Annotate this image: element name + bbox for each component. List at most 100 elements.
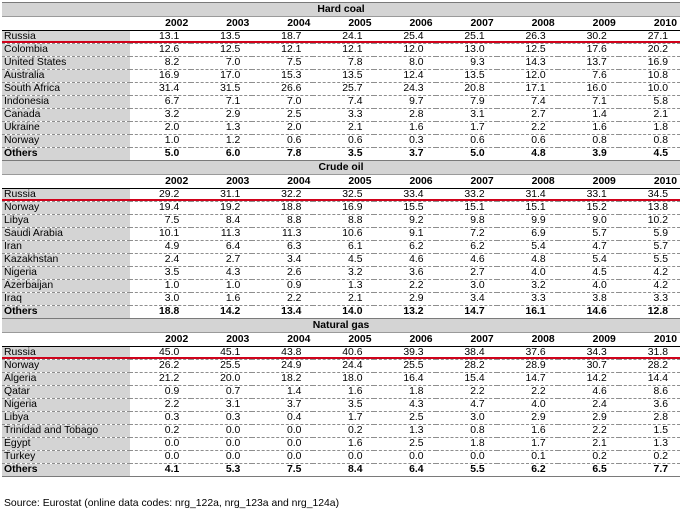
value-cell: 0.6 (313, 134, 375, 148)
value-cell: 29.2 (130, 188, 192, 202)
value-cell: 12.0 (496, 69, 558, 83)
value-cell: 3.5 (313, 147, 375, 161)
country-cell: Iran (2, 240, 131, 254)
value-cell: 5.0 (435, 147, 497, 161)
value-cell: 0.8 (557, 134, 619, 148)
country-cell: Russia (2, 30, 131, 44)
value-cell: 1.6 (313, 385, 375, 399)
value-cell: 10.0 (618, 82, 680, 96)
value-cell: 32.5 (313, 188, 375, 202)
value-cell: 0.7 (191, 385, 253, 399)
value-cell: 6.2 (435, 240, 497, 254)
value-cell: 3.6 (374, 266, 436, 280)
value-cell: 12.1 (252, 43, 314, 57)
value-cell: 1.7 (313, 411, 375, 425)
value-cell: 0.6 (252, 134, 314, 148)
value-cell: 3.4 (252, 253, 314, 267)
value-cell: 14.2 (191, 305, 253, 319)
table-row: Norway 19.4 19.2 18.8 16.9 15.5 15.1 15.1 15.2 13… (2, 201, 680, 215)
value-cell: 11.3 (191, 227, 253, 241)
value-cell: 0.4 (252, 411, 314, 425)
country-cell: South Africa (2, 82, 131, 96)
value-cell: 6.3 (252, 240, 314, 254)
value-cell: 3.0 (435, 279, 497, 293)
value-cell: 8.2 (130, 56, 192, 70)
value-cell: 9.2 (374, 214, 436, 228)
value-cell: 19.4 (130, 201, 192, 215)
value-cell: 10.6 (313, 227, 375, 241)
table-row: Iraq 3.0 1.6 2.2 2.1 2.9 3.4 3.3 3.8 3.3 (2, 292, 680, 306)
year-header-row: 2002 2003 2004 2005 2006 2007 2008 2009 2010 (2, 16, 680, 31)
year-header: 2004 (252, 332, 314, 347)
table-row: Australia 16.9 17.0 15.3 13.5 12.4 13.5 12.0 7.6… (2, 69, 680, 83)
value-cell: 2.1 (313, 121, 375, 135)
value-cell: 2.5 (374, 437, 436, 451)
value-cell: 4.6 (557, 385, 619, 399)
value-cell: 2.7 (191, 253, 253, 267)
table-row: Indonesia 6.7 7.1 7.0 7.4 9.7 7.9 7.4 7.1 5.8 (2, 95, 680, 109)
country-cell: Australia (2, 69, 131, 83)
value-cell: 13.0 (435, 43, 497, 57)
value-cell: 13.1 (130, 30, 192, 44)
value-cell: 1.6 (313, 437, 375, 451)
value-cell: 21.2 (130, 372, 192, 386)
value-cell: 2.0 (252, 121, 314, 135)
value-cell: 19.2 (191, 201, 253, 215)
value-cell: 25.4 (374, 30, 436, 44)
value-cell: 3.3 (618, 292, 680, 306)
value-cell: 4.1 (130, 463, 192, 477)
value-cell: 7.4 (313, 95, 375, 109)
energy-imports-table: Hard coal 2002 2003 2004 2005 2006 2007 2008 200… (2, 2, 680, 477)
value-cell: 9.9 (496, 214, 558, 228)
value-cell: 8.6 (618, 385, 680, 399)
value-cell: 13.7 (557, 56, 619, 70)
value-cell: 2.4 (130, 253, 192, 267)
value-cell: 24.9 (252, 359, 314, 373)
value-cell: 2.9 (191, 108, 253, 122)
value-cell: 12.0 (374, 43, 436, 57)
year-header: 2010 (618, 174, 680, 189)
value-cell: 0.0 (191, 437, 253, 451)
value-cell: 0.2 (130, 424, 192, 438)
table-row: Iran 4.9 6.4 6.3 6.1 6.2 6.2 5.4 4.7 5.7 (2, 240, 680, 254)
year-header: 2008 (496, 174, 558, 189)
country-cell: Nigeria (2, 398, 131, 412)
value-cell: 4.5 (313, 253, 375, 267)
value-cell: 13.2 (374, 305, 436, 319)
year-header: 2007 (435, 16, 497, 31)
value-cell: 1.4 (252, 385, 314, 399)
year-header: 2004 (252, 16, 314, 31)
value-cell: 3.1 (191, 398, 253, 412)
country-cell: Egypt (2, 437, 131, 451)
value-cell: 7.6 (557, 69, 619, 83)
table-row: Colombia 12.6 12.5 12.1 12.1 12.0 13.0 12.5 17.6… (2, 43, 680, 57)
value-cell: 2.1 (313, 292, 375, 306)
table-row: Canada 3.2 2.9 2.5 3.3 2.8 3.1 2.7 1.4 2.1 (2, 108, 680, 122)
value-cell: 1.3 (191, 121, 253, 135)
value-cell: 2.1 (557, 437, 619, 451)
country-cell: Qatar (2, 385, 131, 399)
value-cell: 17.1 (496, 82, 558, 96)
value-cell: 24.3 (374, 82, 436, 96)
value-cell: 1.3 (374, 424, 436, 438)
value-cell: 0.0 (313, 450, 375, 464)
value-cell: 1.2 (191, 134, 253, 148)
table-row: Libya 0.3 0.3 0.4 1.7 2.5 3.0 2.9 2.9 2.8 (2, 411, 680, 425)
country-cell: Algeria (2, 372, 131, 386)
value-cell: 14.4 (618, 372, 680, 386)
value-cell: 31.4 (496, 188, 558, 202)
table-row: Norway 1.0 1.2 0.6 0.6 0.3 0.6 0.6 0.8 0.8 (2, 134, 680, 148)
value-cell: 5.0 (130, 147, 192, 161)
table-row: Norway 26.2 25.5 24.9 24.4 25.5 28.2 28.9 30.7 28… (2, 359, 680, 373)
value-cell: 2.2 (557, 424, 619, 438)
value-cell: 2.5 (252, 108, 314, 122)
country-cell: Nigeria (2, 266, 131, 280)
year-header: 2007 (435, 174, 497, 189)
year-header: 2006 (374, 174, 436, 189)
value-cell: 10.1 (130, 227, 192, 241)
country-cell: Norway (2, 201, 131, 215)
year-header: 2009 (557, 332, 619, 347)
value-cell: 2.5 (374, 411, 436, 425)
value-cell: 3.0 (435, 411, 497, 425)
value-cell: 12.6 (130, 43, 192, 57)
